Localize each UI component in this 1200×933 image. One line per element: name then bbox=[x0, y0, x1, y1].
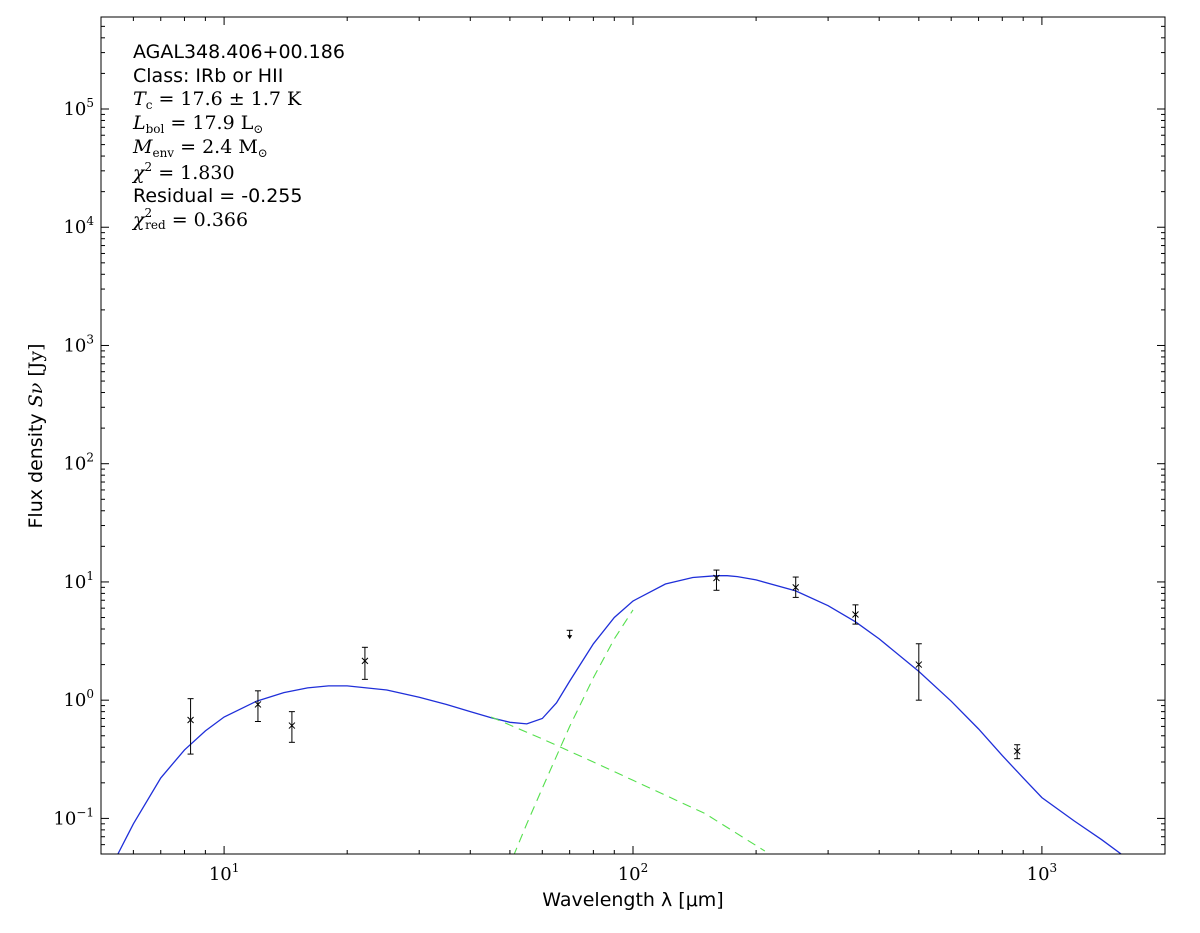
residual-label: Residual = -0.255 bbox=[133, 185, 303, 207]
marker-x-b bbox=[361, 657, 369, 665]
marker-x-b bbox=[288, 722, 296, 729]
data-point bbox=[361, 646, 369, 680]
component-curve-1 bbox=[490, 716, 766, 852]
model-curves bbox=[117, 575, 1123, 854]
source-name: AGAL348.406+00.186 bbox=[133, 41, 345, 63]
y-tick-label: 100 bbox=[63, 687, 94, 711]
data-point bbox=[792, 576, 800, 598]
data-points bbox=[187, 569, 1021, 760]
tick-labels: 101 102 103 10−1 100 101 102 103 104 105 bbox=[53, 96, 1057, 885]
data-point bbox=[288, 711, 296, 743]
y-tick-label: 10−1 bbox=[53, 805, 94, 829]
upper-limit-arrow bbox=[567, 635, 573, 640]
data-point bbox=[915, 643, 923, 701]
menv-label: Menv = 2.4 M⊙ bbox=[132, 136, 268, 160]
class-label: Class: IRb or HII bbox=[133, 65, 283, 87]
lbol-label: Lbol = 17.9 L⊙ bbox=[132, 112, 263, 136]
annotation-block: AGAL348.406+00.186 Class: IRb or HII Tc … bbox=[131, 41, 345, 232]
x-tick-label: 102 bbox=[618, 861, 649, 885]
y-tick-label: 103 bbox=[63, 332, 94, 356]
axis-ticks bbox=[100, 16, 1166, 855]
x-tick-label: 103 bbox=[1027, 861, 1058, 885]
y-axis-label: Flux density Sν [Jy] bbox=[25, 343, 47, 528]
data-point bbox=[187, 698, 194, 755]
y-tick-label: 101 bbox=[63, 569, 94, 593]
data-point bbox=[713, 569, 720, 591]
marker-x-b bbox=[792, 583, 800, 591]
marker-x-b bbox=[187, 716, 194, 724]
chi2-red-label: χ2 red = 0.366 bbox=[131, 206, 248, 232]
upper-limit-point bbox=[566, 629, 573, 640]
y-tick-label: 102 bbox=[63, 451, 94, 475]
marker-x-b bbox=[852, 611, 859, 618]
plot-frame bbox=[100, 16, 1166, 855]
marker-x-b bbox=[1013, 747, 1021, 755]
x-tick-label: 101 bbox=[209, 861, 240, 885]
marker-x-b bbox=[254, 701, 262, 708]
data-point bbox=[1013, 744, 1021, 760]
marker-x-b bbox=[713, 574, 720, 582]
x-axis-label: Wavelength λ [μm] bbox=[542, 889, 723, 911]
marker-x-b bbox=[915, 661, 923, 668]
chi2-label: χ2 = 1.830 bbox=[131, 160, 235, 184]
y-tick-label: 104 bbox=[63, 214, 94, 238]
total-model-curve bbox=[117, 575, 1123, 854]
data-point bbox=[254, 690, 262, 723]
component-curve-2 bbox=[513, 609, 634, 854]
tc-label: Tc = 17.6 ± 1.7 K bbox=[133, 88, 302, 112]
data-point bbox=[852, 604, 859, 625]
y-tick-label: 105 bbox=[63, 96, 94, 120]
